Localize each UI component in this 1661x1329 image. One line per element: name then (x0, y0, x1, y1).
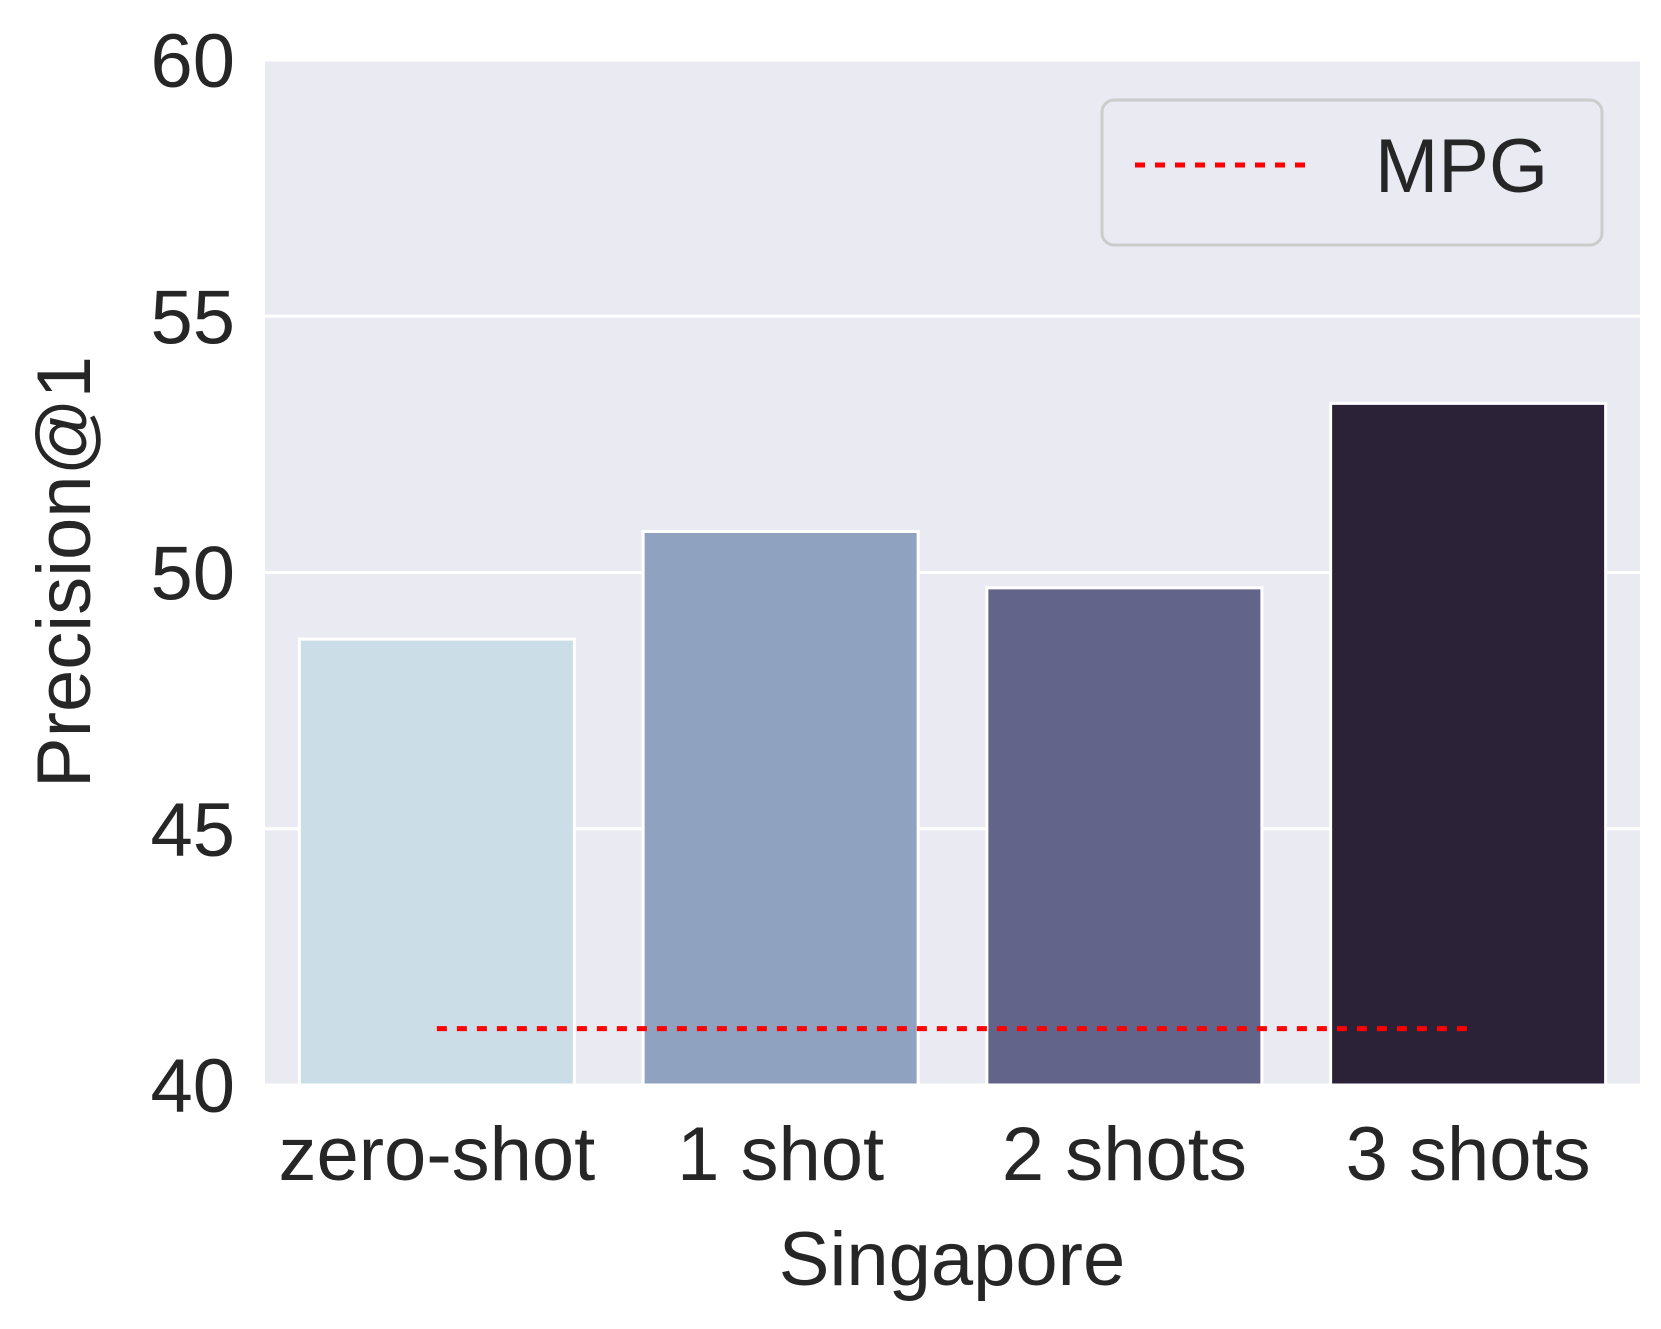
y-tick-label: 55 (150, 275, 235, 360)
x-tick-label: zero-shot (278, 1112, 595, 1197)
legend: MPG (1100, 98, 1604, 247)
legend-box (1100, 98, 1604, 247)
y-tick-labels: 40 45 50 55 60 (150, 19, 235, 1129)
legend-label-mpg: MPG (1375, 124, 1548, 209)
bar-3-shots (1329, 401, 1608, 1087)
y-tick-label: 45 (150, 788, 235, 873)
bar-1-shot (641, 530, 920, 1087)
bar-2-shots (985, 586, 1264, 1087)
bar-zero-shot (297, 637, 576, 1087)
x-tick-label: 2 shots (1002, 1112, 1247, 1197)
y-tick-label: 50 (150, 532, 235, 617)
x-axis-label: Singapore (779, 1217, 1126, 1302)
x-tick-label: 1 shot (677, 1112, 884, 1197)
x-tick-labels: zero-shot 1 shot 2 shots 3 shots (278, 1112, 1590, 1197)
x-tick-label: 3 shots (1346, 1112, 1591, 1197)
y-tick-label: 40 (150, 1044, 235, 1129)
bars (297, 401, 1608, 1087)
y-tick-label: 60 (150, 19, 235, 104)
y-axis-label: Precision@1 (22, 356, 107, 788)
